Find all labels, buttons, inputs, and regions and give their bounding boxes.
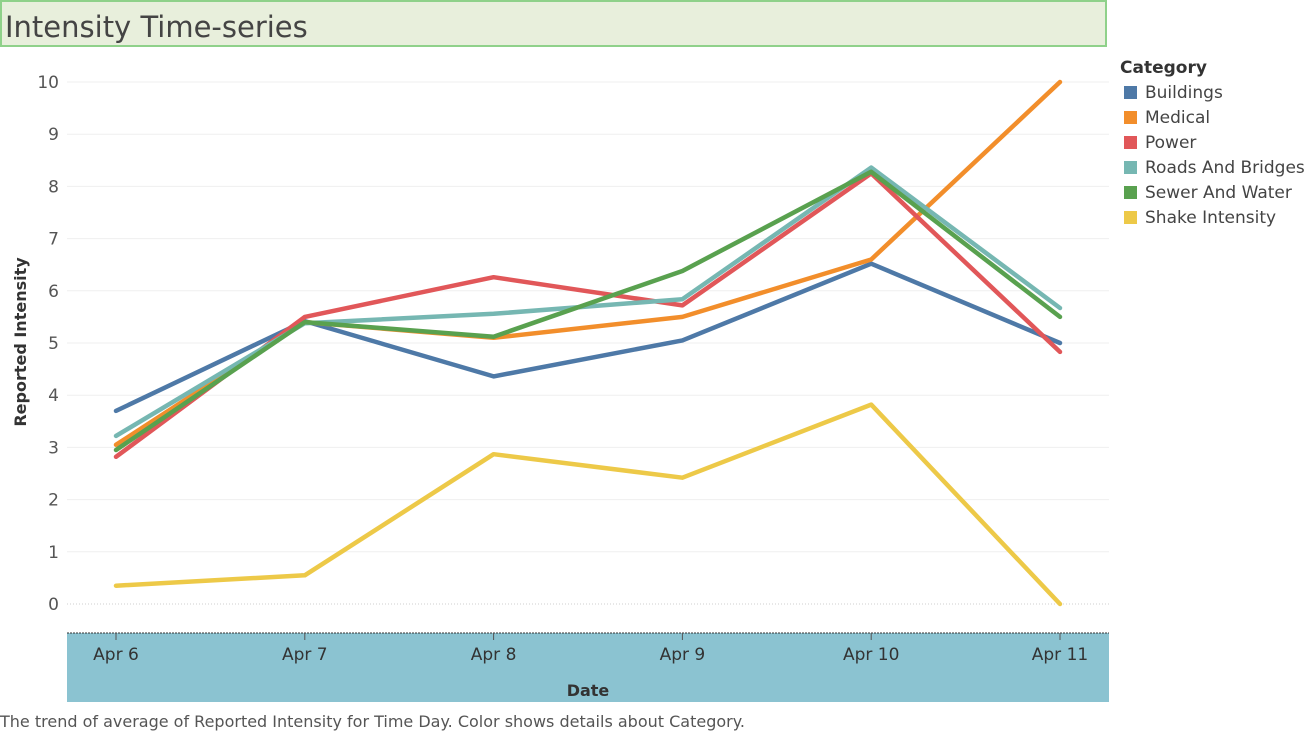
legend-swatch: [1124, 186, 1137, 199]
y-tick-label: 4: [48, 386, 59, 406]
legend-items: Buildings Medical Power Roads And Bridges Se…: [1120, 80, 1309, 230]
legend-label: Medical: [1145, 107, 1211, 128]
y-axis-label: Reported Intensity: [11, 257, 30, 427]
y-tick-label: 7: [48, 230, 59, 250]
legend-item: Buildings: [1120, 80, 1309, 105]
legend-item: Power: [1120, 130, 1309, 155]
series-lines: [113, 79, 1063, 607]
gridlines: [67, 81, 1109, 605]
x-tick-label: Apr 6: [93, 645, 139, 665]
x-tick-label: Apr 9: [660, 645, 706, 665]
y-tick-label: 0: [48, 595, 59, 615]
legend-swatch: [1124, 161, 1137, 174]
y-tick-label: 9: [48, 125, 59, 145]
series-line-medical: [113, 79, 1063, 448]
legend-swatch: [1124, 111, 1137, 124]
legend-swatch: [1124, 136, 1137, 149]
chart-caption: The trend of average of Reported Intensi…: [0, 712, 745, 731]
x-axis-ticks: Apr 6 Apr 7 Apr 8 Apr 9 Apr 10 Apr 11: [93, 633, 1088, 665]
legend-label: Shake Intensity: [1145, 207, 1277, 228]
legend-item: Shake Intensity: [1120, 205, 1309, 230]
x-axis-label: Date: [567, 681, 610, 700]
x-tick-label: Apr 8: [471, 645, 517, 665]
legend-item: Medical: [1120, 105, 1309, 130]
title-bar: Intensity Time-series: [0, 0, 1107, 47]
legend-item: Roads And Bridges: [1120, 155, 1309, 180]
y-tick-label: 10: [37, 73, 59, 93]
y-tick-label: 2: [48, 491, 59, 511]
y-tick-label: 8: [48, 177, 59, 197]
x-tick-label: Apr 7: [282, 645, 328, 665]
legend-label: Sewer And Water: [1145, 182, 1292, 203]
x-tick-label: Apr 11: [1032, 645, 1088, 665]
legend-label: Roads And Bridges: [1145, 157, 1305, 178]
x-axis-band: [67, 633, 1109, 702]
chart-title: Intensity Time-series: [5, 10, 308, 44]
y-tick-label: 3: [48, 438, 59, 458]
series-line-buildings: [113, 261, 1063, 414]
series-line-sewer-and-water: [113, 169, 1063, 453]
y-axis-ticks: 0 1 2 3 4 5 6 7 8 9 10: [37, 73, 59, 615]
legend: Category Buildings Medical Power Roads And …: [1120, 58, 1309, 230]
series-line-power: [113, 171, 1063, 460]
legend-item: Sewer And Water: [1120, 180, 1309, 205]
y-tick-label: 5: [48, 334, 59, 354]
x-tick-label: Apr 10: [843, 645, 899, 665]
legend-swatch: [1124, 86, 1137, 99]
legend-label: Buildings: [1145, 82, 1223, 103]
y-tick-label: 6: [48, 282, 59, 302]
legend-title: Category: [1120, 58, 1207, 78]
legend-swatch: [1124, 211, 1137, 224]
legend-label: Power: [1145, 132, 1197, 153]
y-tick-label: 1: [48, 543, 59, 563]
series-line-shake-intensity: [113, 402, 1063, 607]
